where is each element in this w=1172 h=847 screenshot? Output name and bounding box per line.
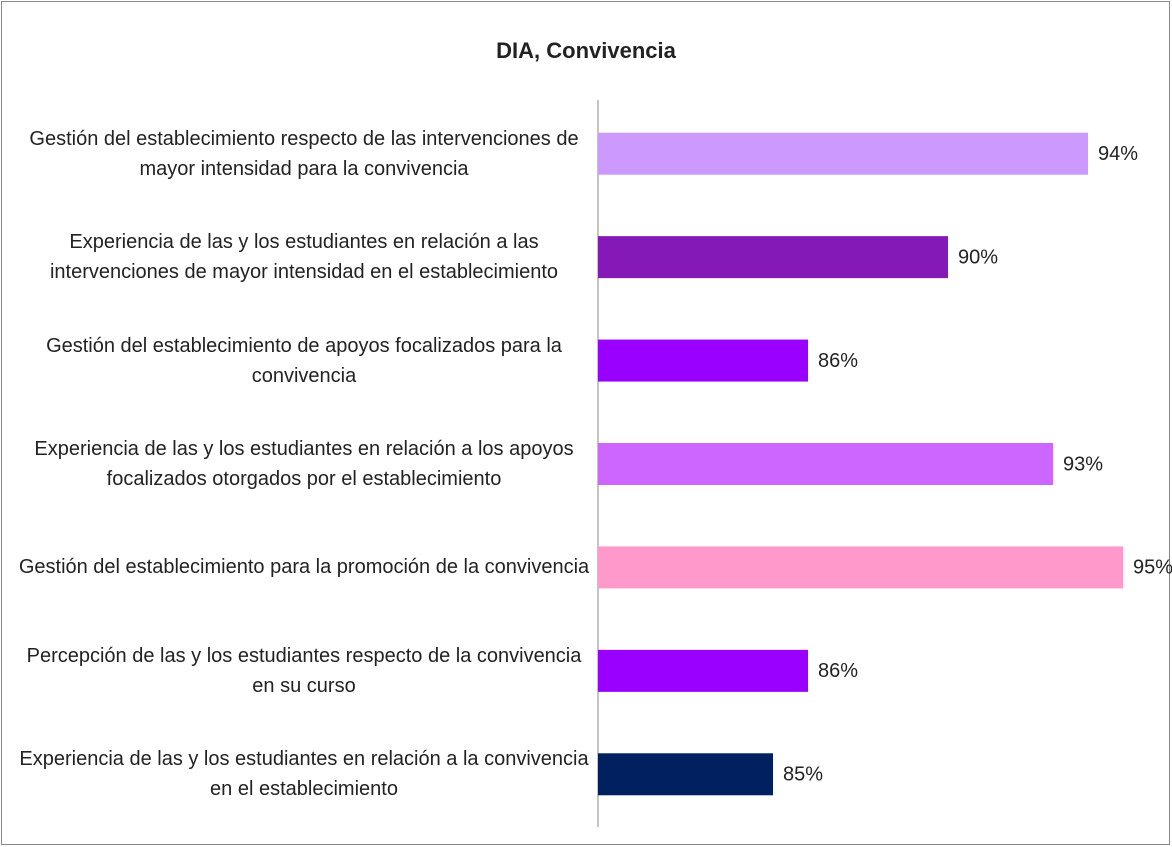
category-label: Percepción de las y los estudiantes resp… <box>26 644 582 697</box>
data-label: 94% <box>1098 143 1138 165</box>
category-label: Experiencia de las y los estudiantes en … <box>34 438 574 490</box>
data-label: 86% <box>818 660 858 682</box>
bar <box>598 132 1088 175</box>
bar <box>598 443 1053 485</box>
bar <box>598 339 808 382</box>
category-label: Gestión del establecimiento de apoyos fo… <box>46 334 562 387</box>
data-label: 95% <box>1133 557 1172 579</box>
bar <box>598 649 808 692</box>
data-label: 90% <box>958 246 998 268</box>
chart-title: DIA, Convivencia <box>496 38 676 63</box>
category-label: Gestión del establecimiento para la prom… <box>18 556 590 579</box>
bar <box>598 546 1123 589</box>
bar <box>598 236 948 279</box>
category-label: Experiencia de las y los estudiantes en … <box>49 231 559 284</box>
data-label: 93% <box>1063 453 1103 475</box>
category-label: Gestión del establecimiento respecto de … <box>29 127 579 180</box>
bar <box>598 753 773 796</box>
data-label: 86% <box>818 350 858 372</box>
data-label: 85% <box>783 764 823 786</box>
category-label: Experiencia de las y los estudiantes en … <box>19 748 589 801</box>
